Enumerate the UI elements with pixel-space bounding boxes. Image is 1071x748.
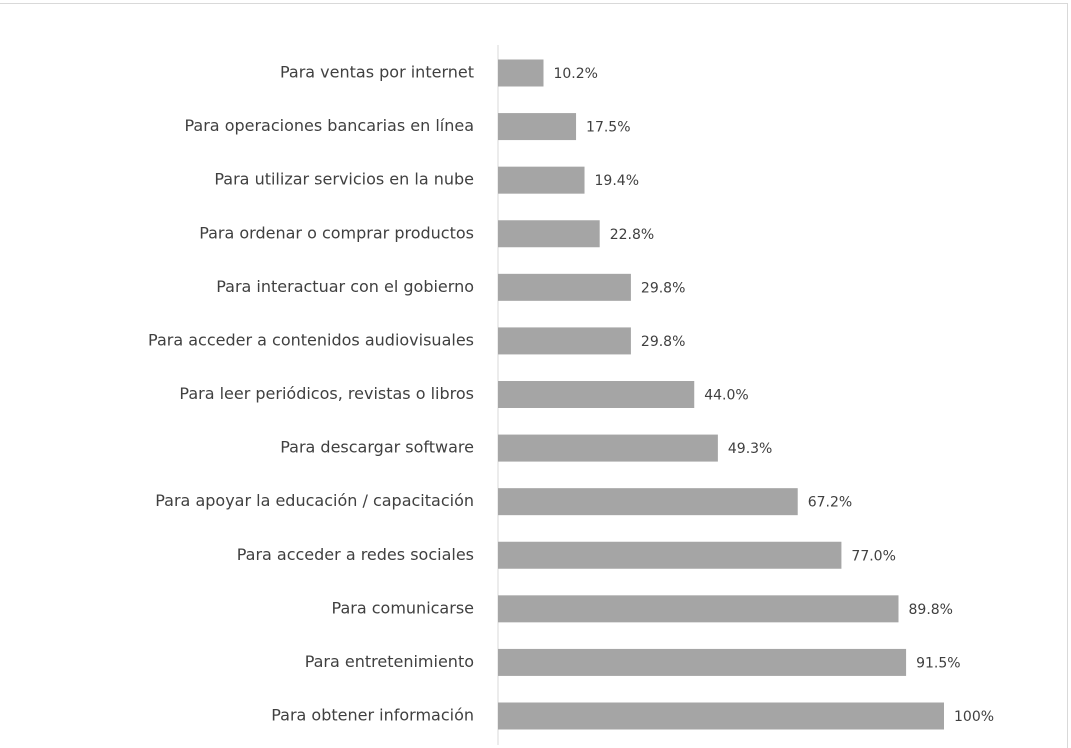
data-label: 29.8% (641, 334, 685, 350)
bar (498, 595, 899, 623)
bar (498, 327, 631, 355)
bar (498, 488, 798, 516)
category-label: Para apoyar la educación / capacitación (155, 491, 474, 510)
bar (498, 113, 577, 141)
bar (498, 541, 842, 569)
bar (498, 434, 718, 462)
data-label: 22.8% (610, 227, 654, 243)
category-label: Para descargar software (280, 438, 474, 457)
data-label: 100% (954, 709, 994, 725)
bar (498, 381, 695, 408)
category-label: Para acceder a contenidos audiovisuales (148, 330, 474, 349)
category-label: Para acceder a redes sociales (237, 545, 474, 564)
data-label: 44.0% (704, 388, 748, 404)
bar (498, 702, 944, 730)
data-label: 49.3% (728, 441, 772, 457)
bar (498, 59, 544, 87)
category-label: Para interactuar con el gobierno (216, 277, 474, 296)
category-label: Para ordenar o comprar productos (199, 223, 474, 242)
category-label: Para ventas por internet (280, 63, 474, 82)
category-label: Para operaciones bancarias en línea (184, 116, 474, 135)
data-label: 67.2% (808, 495, 852, 511)
data-label: 19.4% (595, 173, 639, 189)
data-label: 17.5% (586, 120, 630, 136)
category-label: Para leer periódicos, revistas o libros (179, 384, 474, 403)
category-label: Para utilizar servicios en la nube (214, 170, 474, 189)
category-label: Para comunicarse (332, 598, 474, 617)
bar (498, 648, 907, 676)
data-label: 29.8% (641, 280, 685, 296)
category-label: Para obtener información (271, 706, 474, 725)
data-label: 77.0% (851, 548, 895, 564)
category-label: Para entretenimiento (305, 652, 474, 671)
bar (498, 273, 631, 301)
data-label: 89.8% (909, 602, 953, 618)
bar (498, 220, 600, 248)
data-label: 91.5% (916, 655, 960, 671)
bar (498, 166, 585, 194)
data-label: 10.2% (553, 66, 597, 82)
chart-border (0, 3, 1068, 748)
